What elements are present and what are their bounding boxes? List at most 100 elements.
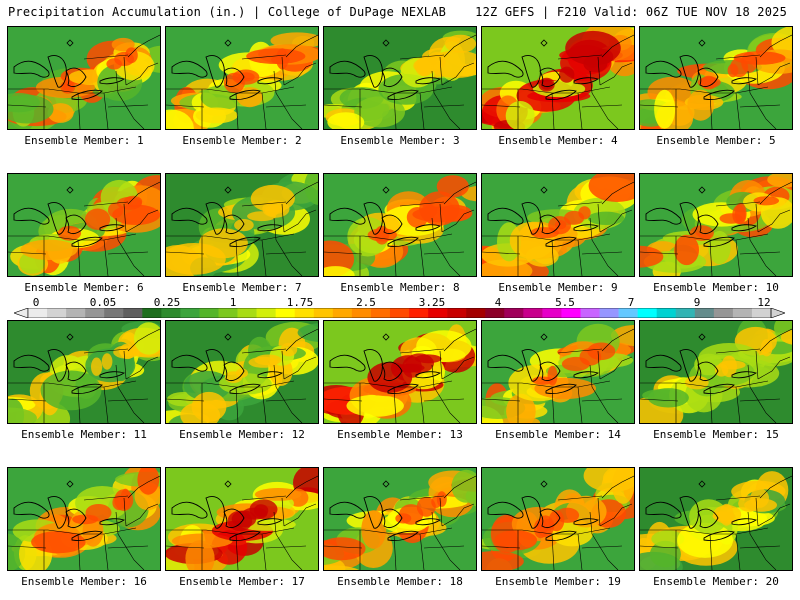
precipitation-map-16: [8, 468, 160, 570]
ensemble-map-20: [639, 467, 793, 571]
colorbar-swatch: [218, 308, 238, 318]
ensemble-member-label: Ensemble Member: 11: [21, 428, 147, 441]
colorbar-swatch: [618, 308, 638, 318]
colorbar-tick-label: 3.25: [418, 296, 446, 309]
precipitation-map-4: [482, 27, 634, 129]
colorbar-swatch: [409, 308, 429, 318]
ensemble-member-label: Ensemble Member: 19: [495, 575, 621, 588]
ensemble-member-label: Ensemble Member: 2: [182, 134, 302, 147]
precipitation-map-2: [166, 27, 318, 129]
precipitation-map-6: [8, 174, 160, 276]
colorbar-swatch: [313, 308, 334, 318]
colorbar-swatch: [656, 308, 677, 318]
colorbar-tick-label: 2.5: [356, 296, 376, 309]
precipitation-map-15: [640, 321, 792, 423]
colorbar-tick-label: 7: [627, 296, 635, 309]
colorbar-swatch: [580, 308, 600, 318]
precipitation-map-17: [166, 468, 318, 570]
precipitation-map-10: [640, 174, 792, 276]
ensemble-member-label: Ensemble Member: 16: [21, 575, 147, 588]
colorbar-swatch: [256, 308, 276, 318]
colorbar-swatch: [523, 308, 543, 318]
ensemble-map-15: [639, 320, 793, 424]
colorbar-swatch: [675, 308, 696, 318]
colorbar-tick-label: 1: [229, 296, 237, 309]
colorbar-min-arrow: [14, 308, 29, 318]
colorbar-swatch: [599, 308, 619, 318]
colorbar-tick-label: 12: [757, 296, 771, 309]
colorbar-swatch: [370, 308, 391, 318]
precipitation-map-13: [324, 321, 476, 423]
precipitation-colorbar: [14, 308, 785, 318]
ensemble-member-label: Ensemble Member: 8: [340, 281, 460, 294]
ensemble-member-label: Ensemble Member: 20: [653, 575, 779, 588]
ensemble-member-label: Ensemble Member: 18: [337, 575, 463, 588]
ensemble-map-6: [7, 173, 161, 277]
colorbar-swatch: [123, 308, 143, 318]
ensemble-member-label: Ensemble Member: 7: [182, 281, 302, 294]
ensemble-map-18: [323, 467, 477, 571]
colorbar-swatch: [104, 308, 124, 318]
ensemble-map-13: [323, 320, 477, 424]
ensemble-member-label: Ensemble Member: 17: [179, 575, 305, 588]
ensemble-map-19: [481, 467, 635, 571]
colorbar-swatch: [275, 308, 296, 318]
colorbar-swatch: [485, 308, 505, 318]
ensemble-member-label: Ensemble Member: 13: [337, 428, 463, 441]
colorbar-tick-label: 1.75: [286, 296, 314, 309]
ensemble-map-10: [639, 173, 793, 277]
ensemble-map-4: [481, 26, 635, 130]
colorbar-swatch: [66, 308, 86, 318]
colorbar-swatch: [161, 308, 181, 318]
colorbar-swatch: [294, 308, 315, 318]
ensemble-member-label: Ensemble Member: 10: [653, 281, 779, 294]
precipitation-map-8: [324, 174, 476, 276]
chart-title: Precipitation Accumulation (in.) | Colle…: [8, 5, 447, 19]
colorbar-tick-label: 9: [693, 296, 701, 309]
colorbar-tick-label: 5.5: [555, 296, 575, 309]
colorbar-tick-label: 4: [494, 296, 502, 309]
colorbar-max-arrow: [770, 308, 785, 318]
ensemble-map-3: [323, 26, 477, 130]
colorbar-swatch: [732, 308, 753, 318]
ensemble-map-14: [481, 320, 635, 424]
colorbar-swatch: [504, 308, 524, 318]
colorbar-swatch: [180, 308, 200, 318]
precipitation-map-12: [166, 321, 318, 423]
colorbar-swatch: [542, 308, 562, 318]
colorbar-swatch: [466, 308, 486, 318]
precipitation-map-5: [640, 27, 792, 129]
colorbar-swatch: [751, 308, 772, 318]
model-run-info: 12Z GEFS | F210 Valid: 06Z TUE NOV 18 20…: [475, 5, 787, 19]
ensemble-map-1: [7, 26, 161, 130]
colorbar-swatch: [47, 308, 67, 318]
colorbar-tick-label: 0: [32, 296, 40, 309]
precipitation-map-11: [8, 321, 160, 423]
precipitation-map-14: [482, 321, 634, 423]
ensemble-map-11: [7, 320, 161, 424]
precipitation-map-9: [482, 174, 634, 276]
colorbar-swatch: [199, 308, 219, 318]
colorbar-swatch: [637, 308, 657, 318]
ensemble-member-label: Ensemble Member: 14: [495, 428, 621, 441]
ensemble-map-8: [323, 173, 477, 277]
colorbar-swatch: [389, 308, 410, 318]
colorbar-tick-label: 0.05: [89, 296, 117, 309]
precipitation-map-20: [640, 468, 792, 570]
ensemble-map-5: [639, 26, 793, 130]
colorbar-swatch: [142, 308, 162, 318]
colorbar-swatch: [561, 308, 581, 318]
colorbar-swatch: [85, 308, 105, 318]
ensemble-map-12: [165, 320, 319, 424]
ensemble-map-7: [165, 173, 319, 277]
ensemble-map-9: [481, 173, 635, 277]
ensemble-member-label: Ensemble Member: 9: [498, 281, 618, 294]
ensemble-member-label: Ensemble Member: 3: [340, 134, 460, 147]
colorbar-tick-label: 0.25: [153, 296, 181, 309]
colorbar-swatch: [237, 308, 257, 318]
colorbar-swatch: [447, 308, 467, 318]
ensemble-map-16: [7, 467, 161, 571]
ensemble-map-2: [165, 26, 319, 130]
ensemble-map-17: [165, 467, 319, 571]
ensemble-member-label: Ensemble Member: 5: [656, 134, 776, 147]
